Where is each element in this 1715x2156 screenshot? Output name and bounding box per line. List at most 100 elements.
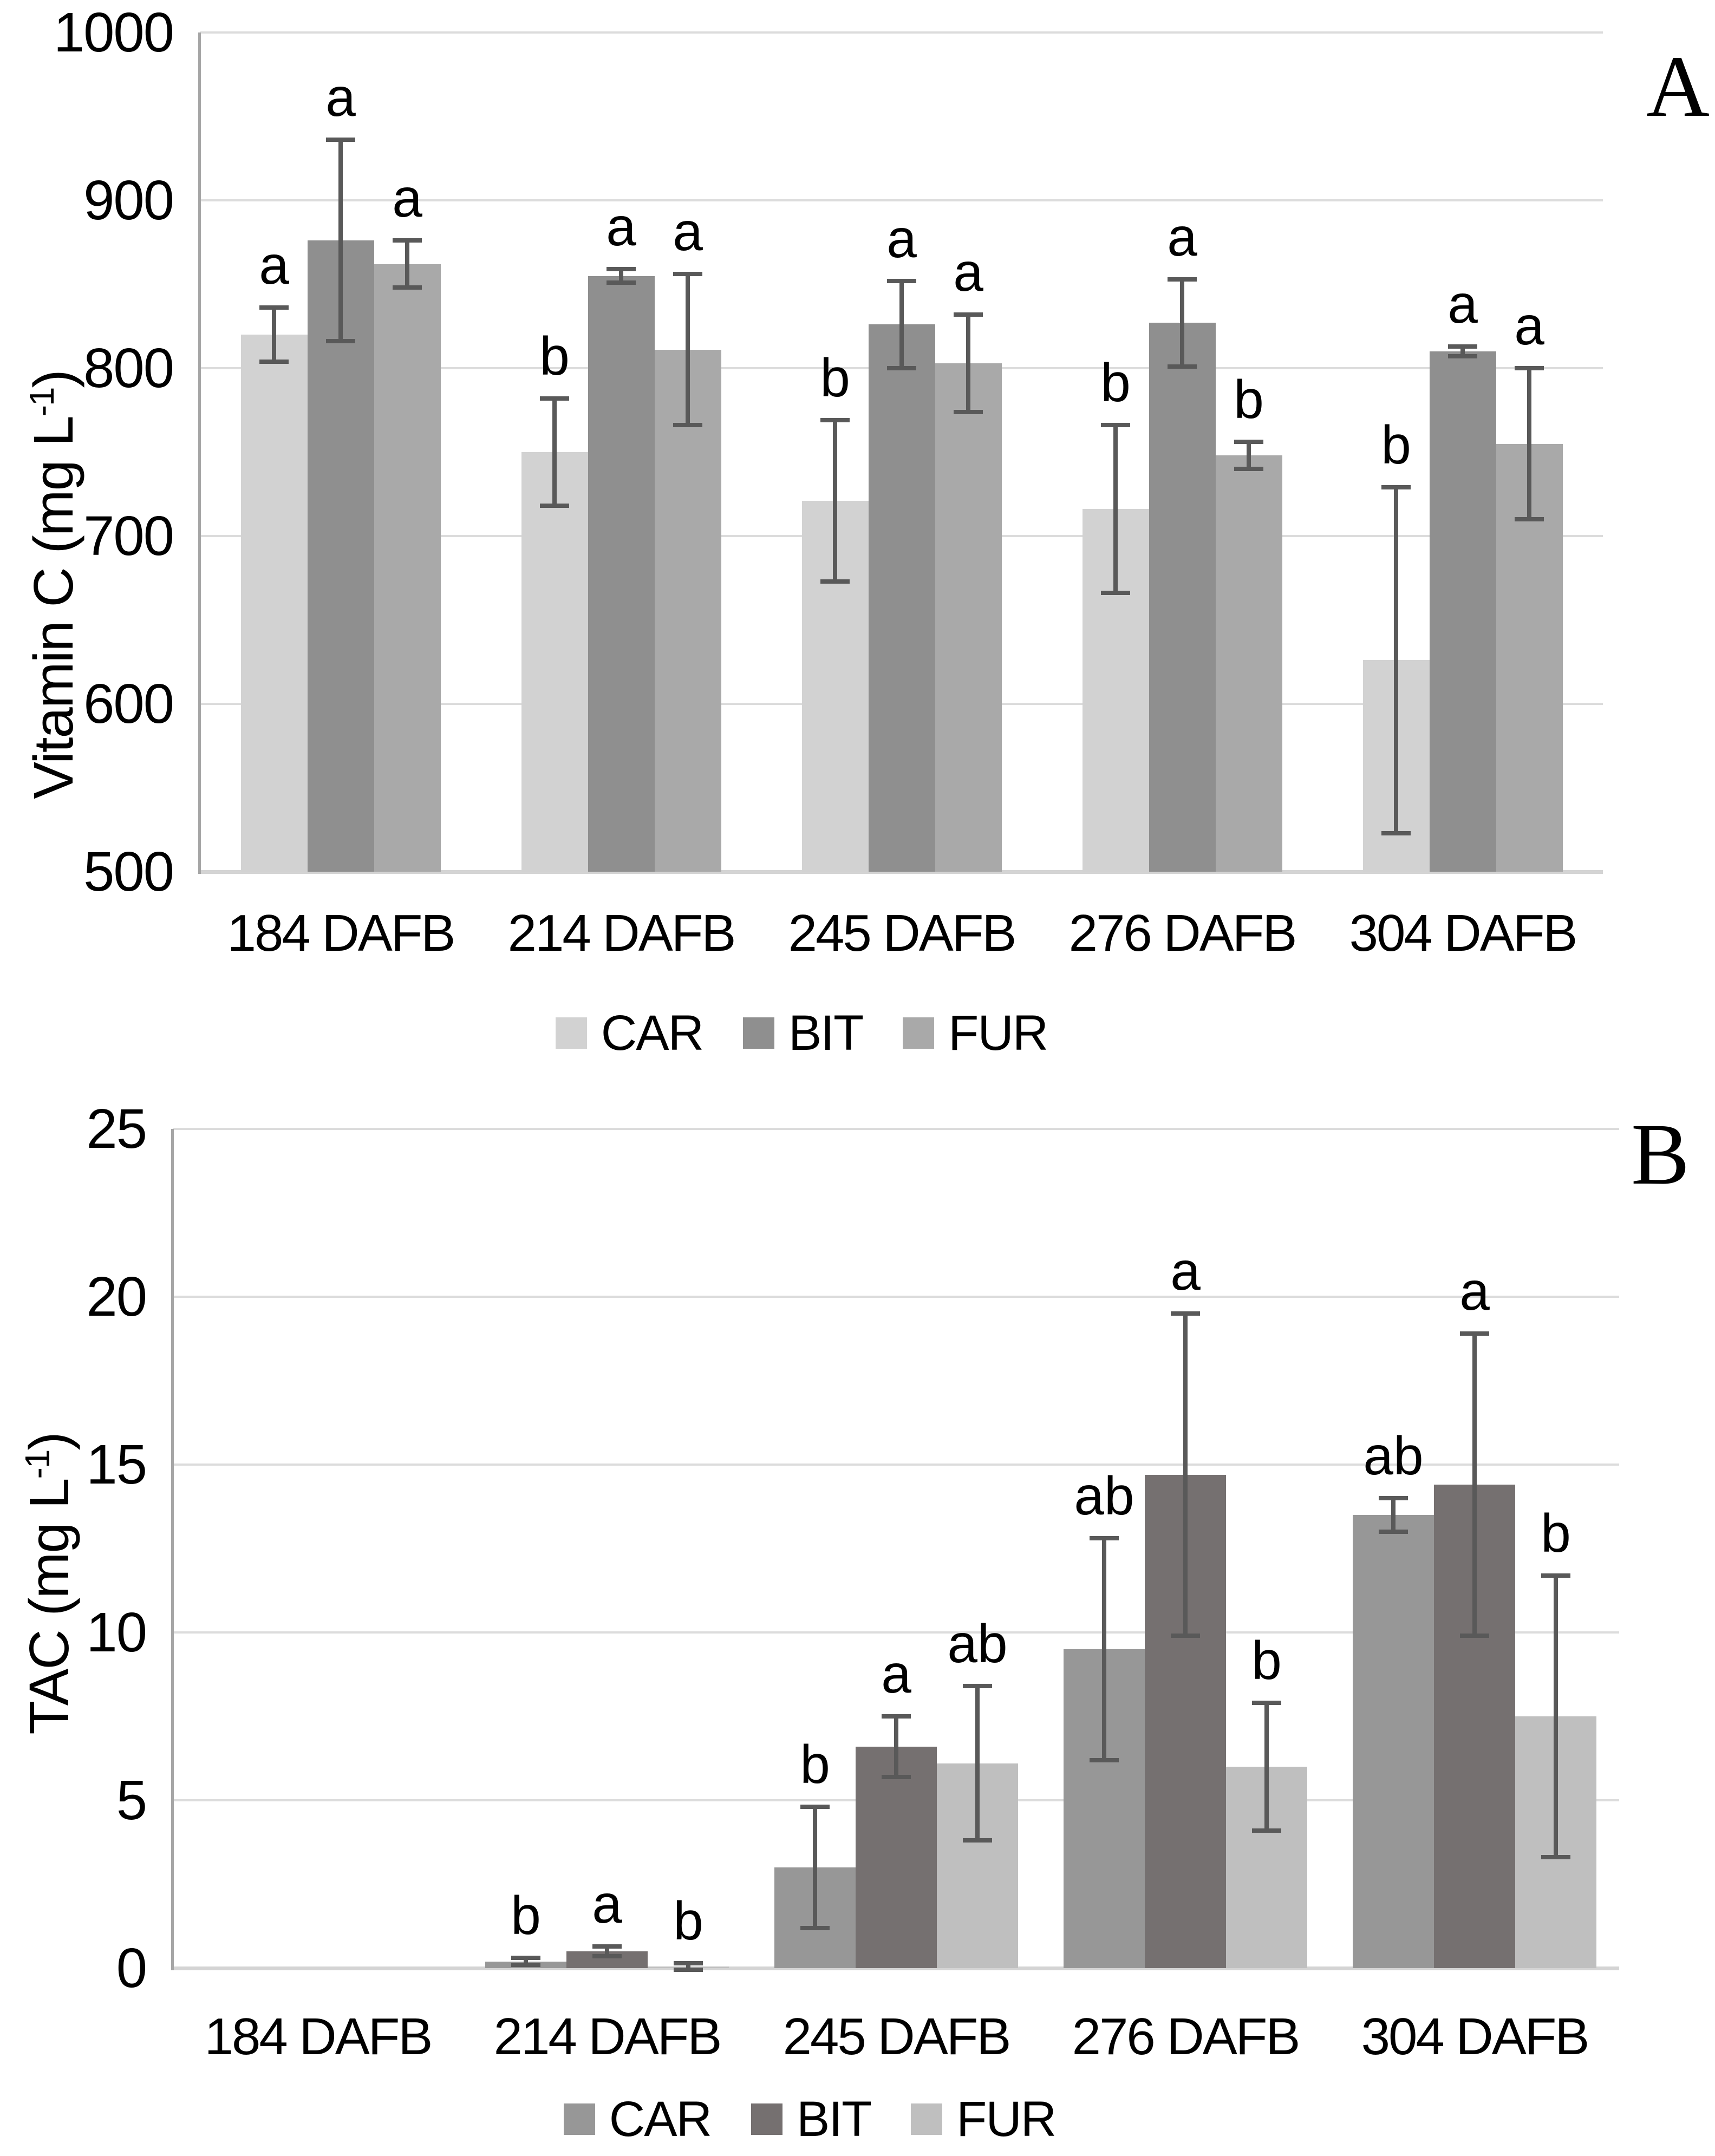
bar-car-1 [240,335,308,872]
error-bar-cap-bottom [1101,591,1130,596]
significance-letter-car-3: b [820,348,850,409]
gridline-y-15 [173,1464,1619,1466]
significance-letter-bit-4: a [1167,206,1197,267]
legend-label-bit: BIT [788,1005,864,1061]
bar-fur-4 [1215,455,1282,872]
y-axis-line [198,32,201,874]
x-tick-label: 276 DAFB [1068,904,1297,962]
x-tick-label: 304 DAFB [1349,904,1578,962]
legend-item-bit: BIT [743,1005,864,1061]
error-bar-cap-bottom [673,423,702,428]
legend-swatch-bit [751,2103,783,2135]
error-bar-cap-bottom [882,1774,911,1779]
error-bar-bit-5 [1460,346,1465,357]
error-bar-cap-bottom [259,359,289,364]
significance-letter-bit-3: a [886,208,917,269]
error-bar-cap-bottom [607,280,636,285]
error-bar-cap-bottom [1252,1828,1281,1833]
error-bar-cap-top [540,396,569,401]
error-bar-cap-bottom [1168,364,1197,369]
error-bar-fur-5 [1527,368,1531,519]
error-bar-cap-top [673,272,702,277]
bar-car-2 [521,452,588,872]
error-bar-cap-top [1460,1331,1489,1336]
error-bar-cap-bottom [1381,831,1411,835]
legend: CAR BIT FUR [0,1008,1603,1058]
error-bar-cap-top [820,418,850,423]
significance-letter-fur-1: a [392,168,422,229]
y-tick-label: 0 [116,1937,147,1999]
error-bar-cap-bottom [592,1954,622,1959]
error-bar-cap-bottom [1515,517,1544,521]
y-tick-label: 700 [83,505,174,567]
legend-label-fur: FUR [956,2092,1057,2147]
error-bar-bit-3 [894,1716,898,1777]
error-bar-cap-bottom [963,1838,992,1843]
error-bar-bit-2 [605,1946,609,1957]
error-bar-bit-4 [1180,279,1184,367]
bar-bit-3 [856,1746,937,1968]
error-bar-cap-bottom [1460,1634,1489,1638]
legend-item-bit: BIT [751,2094,872,2144]
error-bar-cap-top [674,1961,703,1965]
x-axis-line [173,1966,1619,1970]
error-bar-cap-top [511,1956,540,1961]
error-bar-car-4 [1113,425,1118,593]
legend-swatch-car [555,1017,587,1049]
error-bar-cap-bottom [511,1962,540,1967]
error-bar-car-5 [1391,1498,1396,1532]
error-bar-car-3 [813,1807,817,1928]
y-tick-label: 500 [83,840,174,903]
error-bar-cap-top [954,312,983,317]
significance-letter-fur-4: b [1251,1630,1282,1691]
significance-letter-car-5: b [1381,415,1411,476]
significance-letter-bit-4: a [1170,1241,1201,1302]
significance-letter-bit-5: a [1459,1261,1490,1322]
gridline-y-10 [173,1631,1619,1634]
error-bar-cap-bottom [800,1925,830,1930]
error-bar-cap-top [1090,1536,1119,1541]
gridline-y-1000 [200,31,1603,34]
y-tick-label: 20 [86,1265,147,1328]
error-bar-cap-top [887,278,916,283]
x-tick-label: 276 DAFB [1072,2008,1301,2066]
error-bar-cap-top [1379,1496,1408,1500]
x-tick-label: 245 DAFB [782,2008,1012,2066]
error-bar-bit-1 [338,140,343,342]
error-bar-cap-bottom [1171,1634,1200,1638]
error-bar-bit-2 [619,269,623,283]
error-bar-bit-3 [899,280,904,368]
bar-fur-2 [654,349,721,872]
error-bar-fur-3 [975,1686,980,1841]
gridline-y-900 [200,199,1603,201]
legend-item-car: CAR [555,1008,704,1058]
error-bar-cap-top [1234,440,1263,445]
error-bar-cap-top [607,267,636,272]
x-tick-label: 214 DAFB [507,904,736,962]
bar-fur-1 [374,264,441,872]
error-bar-cap-top [1171,1311,1200,1316]
bar-bit-4 [1149,323,1216,872]
error-bar-cap-top [1101,423,1130,428]
y-tick-label: 10 [86,1601,147,1663]
legend-item-fur: FUR [911,2092,1057,2147]
error-bar-fur-4 [1247,442,1251,469]
legend: CAR BIT FUR [0,2094,1619,2144]
y-tick-label: 800 [83,337,174,399]
error-bar-cap-top [1168,277,1197,282]
legend-swatch-car [563,2103,595,2135]
significance-letter-bit-5: a [1447,273,1478,335]
bar-car-5 [1353,1515,1434,1968]
error-bar-cap-bottom [1448,354,1477,359]
error-bar-cap-bottom [326,339,355,344]
legend-item-fur: FUR [903,1008,1048,1058]
error-bar-fur-4 [1264,1703,1269,1831]
error-bar-cap-bottom [1234,467,1263,471]
error-bar-cap-top [1252,1701,1281,1706]
y-tick-label: 15 [86,1433,147,1495]
bar-bit-1 [307,240,374,872]
error-bar-cap-bottom [820,579,850,584]
significance-letter-fur-3: ab [947,1613,1008,1675]
